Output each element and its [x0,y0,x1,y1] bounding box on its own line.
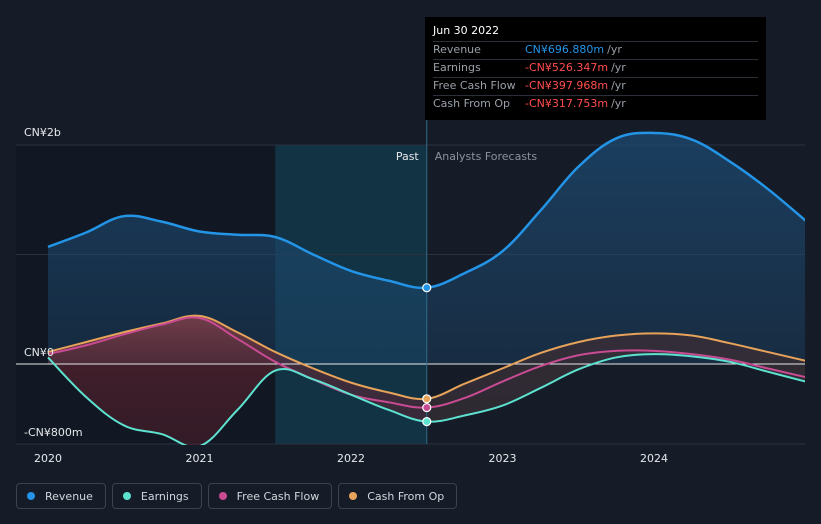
forecast-band-area [426,333,805,422]
chart: CN¥2b CN¥0 -CN¥800m 2020 2021 2022 2023 2024 Pas… [16,120,805,465]
x-tick-label: 2021 [186,452,214,465]
x-tick-label: 2020 [34,452,62,465]
tooltip-unit: /yr [611,61,626,74]
y-axis-label: CN¥0 [24,346,54,359]
tooltip-value-revenue: CN¥696.880m [525,43,605,56]
free-cash-flow-marker [422,402,432,413]
tooltip-date: Jun 30 2022 [433,24,500,37]
revenue-area [48,132,805,364]
tooltip-unit: /yr [607,43,622,56]
tooltip-row-cash-from-op: Cash From Op -CN¥317.753m /yr [433,95,758,113]
legend-label: Cash From Op [367,489,445,503]
tooltip-value-free-cash-flow: -CN¥397.968m [525,79,609,92]
x-tick-label: 2023 [489,452,517,465]
legend-item-earnings[interactable]: Earnings [111,483,202,509]
tooltip-label: Free Cash Flow [433,79,516,92]
past-label: Past [396,150,420,163]
tooltip-row-revenue: Revenue CN¥696.880m /yr [433,41,758,59]
tooltip-label: Revenue [433,43,481,56]
tooltip-unit: /yr [611,79,626,92]
tooltip-unit: /yr [611,97,626,110]
legend-label: Revenue [45,489,93,503]
tooltip-row-earnings: Earnings -CN¥526.347m /yr [433,59,758,77]
cash-from-op-marker [422,394,432,404]
tooltip-label: Earnings [433,61,481,74]
legend-item-cash-from-op[interactable]: Cash From Op [338,483,458,509]
earnings-dot-icon [122,492,131,500]
tooltip: Jun 30 2022 Revenue CN¥696.880m /yr Earn… [425,17,766,120]
y-axis-label: -CN¥800m [24,426,83,439]
tooltip-value-earnings: -CN¥526.347m [525,61,609,74]
earnings-marker [422,417,432,427]
legend-label: Earnings [140,489,189,503]
legend-item-free-cash-flow[interactable]: Free Cash Flow [207,483,333,509]
free-cash-flow-dot-icon [218,492,227,500]
y-axis-label: CN¥2b [24,126,61,139]
x-tick-label: 2022 [337,452,365,465]
cash-from-op-dot-icon [349,492,358,500]
legend-item-revenue[interactable]: Revenue [16,483,106,509]
tooltip-row-free-cash-flow: Free Cash Flow -CN¥397.968m /yr [433,77,758,95]
tooltip-value-cash-from-op: -CN¥317.753m [525,97,609,110]
forecast-label: Analysts Forecasts [435,150,538,163]
revenue-dot-icon [27,492,35,500]
legend: Revenue Earnings Free Cash Flow Cash Fro… [16,483,458,509]
revenue-marker [422,283,432,293]
x-tick-label: 2024 [640,452,668,465]
legend-label: Free Cash Flow [236,489,320,503]
tooltip-label: Cash From Op [433,97,511,110]
